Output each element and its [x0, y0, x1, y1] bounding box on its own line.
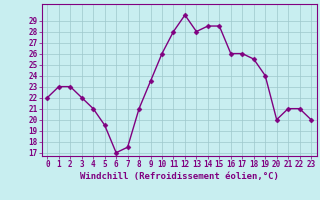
X-axis label: Windchill (Refroidissement éolien,°C): Windchill (Refroidissement éolien,°C) [80, 172, 279, 181]
